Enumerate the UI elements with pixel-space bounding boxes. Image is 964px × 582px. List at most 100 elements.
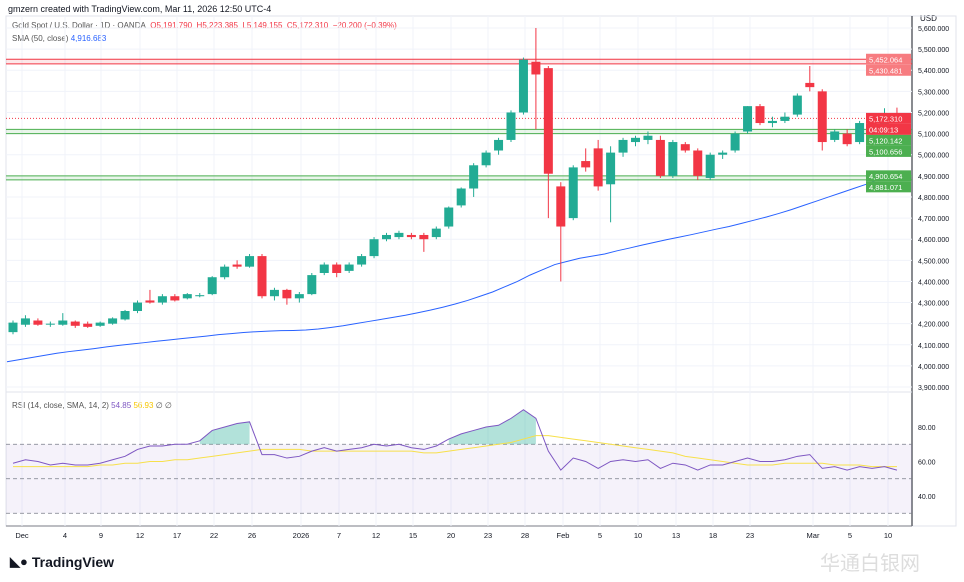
symbol-name[interactable]: Gold Spot / U.S. Dollar · 1D · OANDA — [12, 21, 146, 30]
price-label-timer: 04:09:13 — [869, 125, 898, 134]
price-label-last: 5,172.310 — [869, 114, 902, 123]
price-tick: 5,400.000 — [918, 68, 949, 75]
candle-up — [120, 311, 130, 320]
candle-down — [531, 61, 541, 75]
rsi-line — [12, 409, 898, 471]
candle-down — [145, 300, 155, 303]
sma-legend[interactable]: SMA (50, close) 4,916.683 — [12, 34, 106, 43]
high-value: H5,223.385 — [196, 21, 238, 30]
price-tick: 4,500.000 — [918, 258, 949, 265]
candle-down — [680, 144, 690, 151]
price-label-bg — [866, 53, 911, 65]
candle-up — [382, 234, 391, 240]
candle-up — [494, 139, 504, 151]
price-tick: 5,500.000 — [918, 47, 949, 54]
rsi-tick: 60.00 — [918, 460, 936, 467]
price-label-bg — [866, 123, 911, 135]
resistance-zone — [6, 59, 912, 64]
sma-value: 4,916.683 — [70, 34, 107, 43]
time-tick: 2026 — [293, 531, 310, 540]
open-value: O5,191.790 — [150, 21, 193, 30]
time-tick: 23 — [746, 531, 754, 540]
candle-up — [730, 133, 740, 151]
candle-down — [33, 320, 43, 325]
time-tick: 23 — [484, 531, 492, 540]
time-tick: Dec — [15, 531, 29, 540]
support-zone — [6, 129, 912, 134]
candle-up — [792, 95, 802, 115]
candle-down — [593, 148, 603, 187]
currency-label[interactable]: USD — [920, 14, 937, 23]
rsi-value: 54.85 — [111, 401, 132, 410]
candle-up — [767, 120, 777, 124]
candle-down — [406, 234, 416, 238]
price-label-red: 5,452.064 — [869, 55, 902, 64]
candle-up — [618, 139, 628, 153]
candle-down — [655, 139, 665, 176]
price-tick: 4,800.000 — [918, 195, 949, 202]
candle-up — [45, 323, 55, 325]
rsi-legend[interactable]: RSI (14, close, SMA, 14, 2) 54.85 56.93 … — [12, 401, 172, 410]
time-tick: 10 — [884, 531, 892, 540]
close-value: C5,172.310 — [286, 21, 329, 30]
price-tick: 4,300.000 — [918, 301, 949, 308]
rsi-tick: 40.00 — [918, 494, 936, 501]
price-label-bg — [866, 170, 911, 182]
time-tick: 12 — [136, 531, 144, 540]
price-label-bg — [866, 181, 911, 193]
candle-up — [431, 228, 441, 238]
price-label-bg — [866, 145, 911, 157]
symbol-legend: Gold Spot / U.S. Dollar · 1D · OANDA O5,… — [12, 21, 397, 30]
sma-label: SMA (50, close) — [12, 34, 69, 43]
price-label-green: 4,900.654 — [869, 172, 902, 181]
candle-up — [182, 294, 192, 299]
time-tick: 18 — [709, 531, 717, 540]
rsi-extra: ∅ ∅ — [155, 401, 172, 410]
time-tick: 20 — [447, 531, 455, 540]
candle-up — [444, 207, 454, 227]
candle-up — [95, 322, 105, 326]
time-tick: 4 — [63, 531, 67, 540]
time-tick: 5 — [598, 531, 602, 540]
candle-down — [581, 161, 591, 168]
rsi-sma-line — [13, 435, 897, 468]
price-tick: 5,100.000 — [918, 132, 949, 139]
candle-up — [319, 264, 329, 273]
candle-up — [269, 289, 279, 297]
candle-up — [394, 232, 404, 238]
candle-up — [207, 277, 217, 295]
price-label-green: 5,120.142 — [869, 136, 902, 145]
rsi-overbought-fill — [199, 421, 250, 445]
candle-up — [830, 131, 840, 140]
candle-up — [780, 116, 790, 121]
candle-up — [855, 123, 865, 143]
price-label-green: 5,100.656 — [869, 147, 902, 156]
time-tick: 5 — [848, 531, 852, 540]
candle-up — [245, 256, 255, 267]
candle-up — [668, 142, 678, 176]
candle-down — [842, 133, 852, 145]
price-label-bg — [866, 112, 911, 124]
branding-text: TradingView — [31, 554, 115, 570]
candle-up — [568, 167, 578, 219]
candle-up — [718, 152, 728, 155]
price-label-bg — [866, 64, 911, 76]
price-tick: 4,200.000 — [918, 322, 949, 329]
candle-up — [195, 295, 205, 297]
price-label-bg — [866, 134, 911, 146]
candle-down — [543, 68, 553, 174]
candle-down — [693, 150, 703, 176]
time-tick: Mar — [807, 531, 820, 540]
candle-down — [232, 264, 242, 267]
candle-up — [518, 59, 528, 113]
candle-up — [456, 188, 466, 206]
tradingview-logo: ◣● TradingView — [10, 554, 114, 570]
candle-up — [157, 296, 167, 303]
candle-up — [506, 112, 516, 140]
price-tick: 4,900.000 — [918, 174, 949, 181]
candle-up — [58, 320, 68, 325]
candle-up — [344, 264, 354, 271]
candle-down — [83, 323, 93, 327]
candle-up — [606, 152, 616, 185]
